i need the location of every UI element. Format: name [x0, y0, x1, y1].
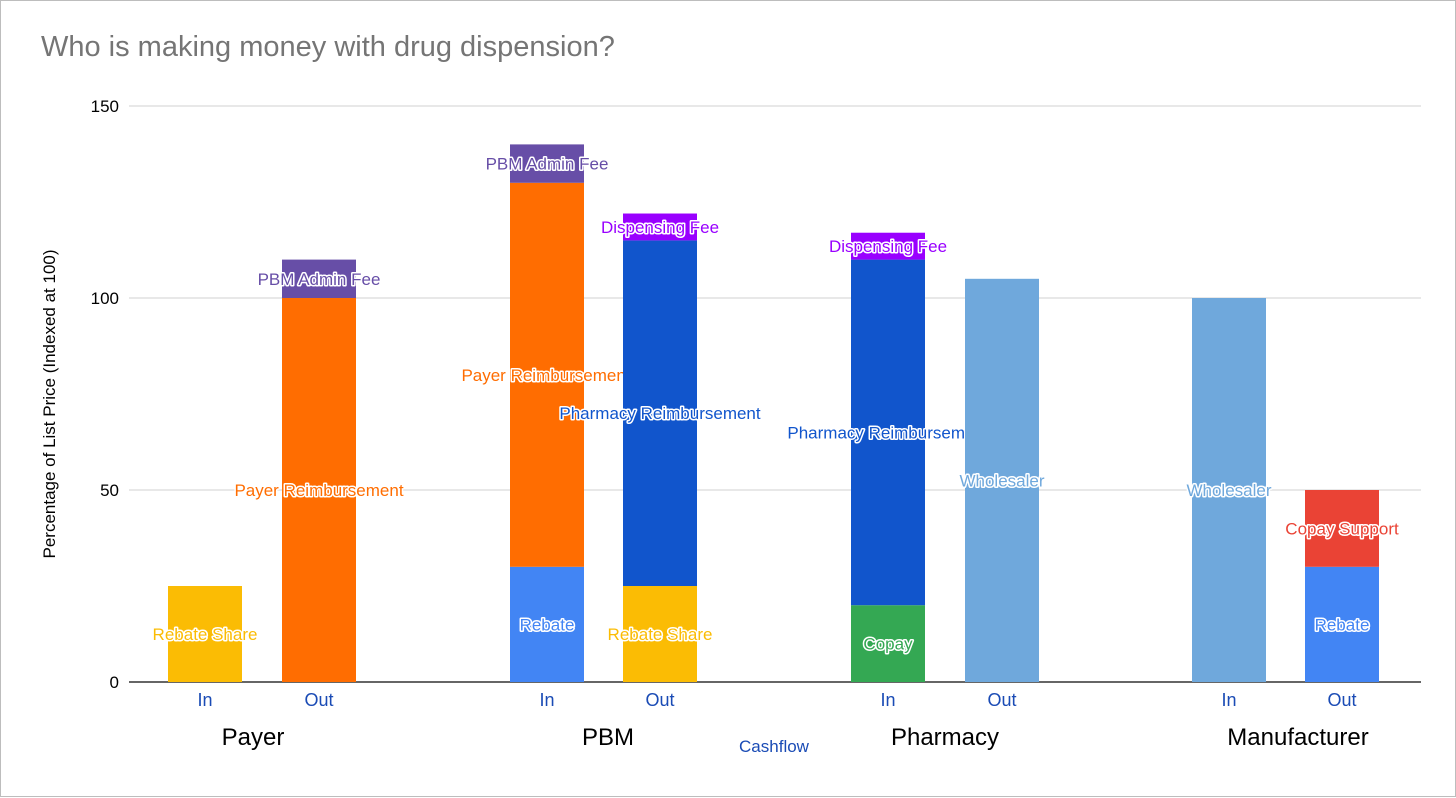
bar-segment-payer-reimbursement	[510, 182, 584, 567]
x-group-label: Pharmacy	[891, 724, 999, 751]
bar-segment-rebate-share	[168, 586, 242, 682]
x-group-label: PBM	[582, 724, 634, 751]
y-axis-title: Percentage of List Price (Indexed at 100…	[40, 249, 59, 558]
segment-label: Wholesaler	[1186, 481, 1271, 500]
segment-label: Wholesaler	[959, 471, 1044, 490]
segment-label: Rebate Share	[153, 625, 258, 644]
x-tick-label: In	[1221, 690, 1236, 710]
x-tick-label: Out	[987, 690, 1016, 710]
bar-segment-rebate-share	[623, 586, 697, 682]
bar-segment-wholesaler	[965, 278, 1039, 682]
segment-label: Copay	[863, 635, 913, 654]
segment-label: Pharmacy Reimbursement	[787, 423, 989, 442]
x-tick-label: Out	[304, 690, 333, 710]
bar-segment-pbm-admin-fee	[282, 259, 356, 298]
segment-label: Copay Support	[1285, 519, 1399, 538]
segment-label: Payer Reimbursement	[461, 366, 630, 385]
x-tick-label: In	[197, 690, 212, 710]
segment-label: Dispensing Fee	[601, 218, 719, 237]
y-tick-label: 0	[110, 673, 119, 692]
bar-segment-dispensing-fee	[851, 232, 925, 260]
x-tick-label: In	[880, 690, 895, 710]
segment-label: PBM Admin Fee	[486, 155, 609, 174]
y-tick-label: 100	[91, 289, 119, 308]
segment-label: Rebate	[1315, 615, 1370, 634]
y-tick-label: 50	[100, 481, 119, 500]
x-axis-title: Cashflow	[739, 737, 810, 756]
bar-segment-pharmacy-reimbursement	[851, 259, 925, 606]
x-tick-label: In	[539, 690, 554, 710]
segment-label: Payer Reimbursement	[234, 481, 403, 500]
segment-label: PBM Admin Fee	[258, 270, 381, 289]
bar-segment-wholesaler	[1192, 298, 1266, 682]
bar-segment-rebate	[1305, 566, 1379, 682]
chart-title: Who is making money with drug dispension…	[41, 31, 615, 63]
segment-label: Rebate	[520, 615, 575, 634]
bar-segment-dispensing-fee	[623, 213, 697, 241]
bar-segment-copay-support	[1305, 490, 1379, 567]
bar-segment-rebate	[510, 566, 584, 682]
bar-segment-pbm-admin-fee	[510, 144, 584, 183]
x-group-label: Manufacturer	[1227, 724, 1368, 751]
y-tick-label: 150	[91, 97, 119, 116]
x-group-label: Payer	[222, 724, 285, 751]
bar-segment-copay	[851, 605, 925, 682]
segment-label: Pharmacy Reimbursement	[559, 404, 761, 423]
bar-segment-payer-reimbursement	[282, 298, 356, 682]
bar-segment-pharmacy-reimbursement	[623, 240, 697, 586]
x-tick-label: Out	[645, 690, 674, 710]
segment-label: Dispensing Fee	[829, 237, 947, 256]
x-tick-label: Out	[1327, 690, 1356, 710]
segment-label: Rebate Share	[608, 625, 713, 644]
